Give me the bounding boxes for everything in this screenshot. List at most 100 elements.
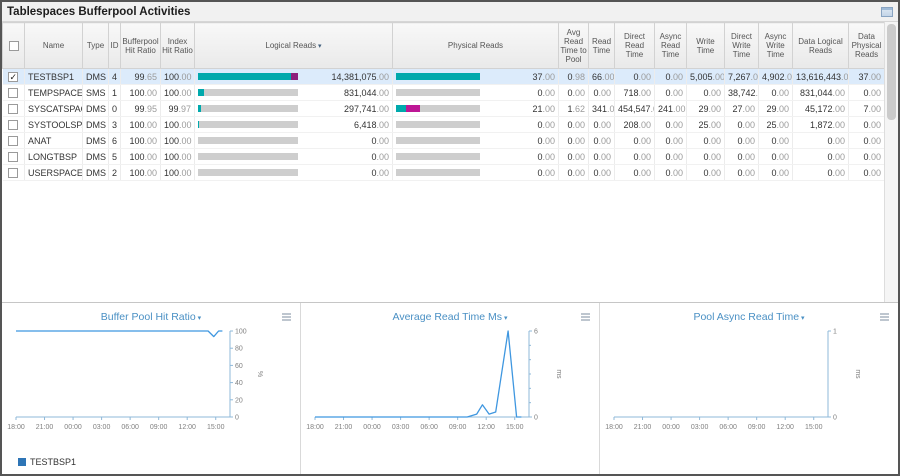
row-checkbox[interactable] [8, 87, 19, 98]
cell-data_logical: 13,616,443.00 [792, 68, 849, 85]
chart-title[interactable]: Pool Async Read Time ▾ [693, 311, 805, 323]
reads-bar-segment [198, 73, 291, 80]
chart-title[interactable]: Average Read Time Ms ▾ [392, 311, 508, 323]
row-checkbox[interactable] [8, 135, 19, 146]
cell-idx_hit: 100.00 [160, 116, 195, 133]
column-header-write_time[interactable]: Write Time [686, 22, 725, 69]
select-all-checkbox[interactable] [8, 40, 19, 51]
table-row[interactable]: TEMPSPACE1 SMS 1 100.00 100.00 831,044.00 0.00… [2, 84, 885, 101]
chart-canvas: 18:00 21:00 00:00 03:00 06:00 09:00 12:00 15:00… [7, 329, 263, 432]
chart-title[interactable]: Buffer Pool Hit Ratio ▾ [100, 311, 202, 323]
cell-avg_read_pool: 0.00 [558, 132, 589, 149]
svg-text:18:00: 18:00 [605, 424, 623, 431]
chart-menu-icon[interactable] [580, 309, 592, 321]
cell-direct_read: 0.00 [614, 148, 655, 165]
cell-physical: 0.00 [392, 164, 559, 181]
cell-id: 1 [108, 84, 121, 101]
column-header-avg_read_pool[interactable]: Avg Read Time to Pool [558, 22, 589, 69]
reads-bar-segment [291, 73, 298, 80]
table-row[interactable]: USERSPACE1 DMS 2 100.00 100.00 0.00 0.00 0.00 0.… [2, 164, 885, 181]
chart-menu-icon[interactable] [879, 309, 891, 321]
row-checkbox[interactable] [8, 151, 19, 162]
cell-data_physical: 7.00 [848, 100, 885, 117]
cell-data_logical: 0.00 [792, 132, 849, 149]
vertical-scrollbar[interactable] [884, 22, 898, 302]
svg-text:6: 6 [534, 329, 538, 336]
table-row[interactable]: ANAT DMS 6 100.00 100.00 0.00 0.00 0.00 0.00 0.00… [2, 132, 885, 149]
cell-bp_hit: 100.00 [120, 116, 161, 133]
reads-bar [198, 153, 298, 160]
column-header-id[interactable]: ID [108, 22, 121, 69]
svg-text:21:00: 21:00 [36, 424, 54, 431]
cell-write_time: 0.00 [686, 148, 725, 165]
cell-physical: 0.00 [392, 148, 559, 165]
chart-menu-icon[interactable] [281, 309, 293, 321]
cell-check [2, 148, 25, 165]
svg-text:03:00: 03:00 [691, 424, 709, 431]
chart-panel-1: Buffer Pool Hit Ratio ▾ 18:00 21:00 00:00 03… [2, 303, 300, 474]
column-header-type[interactable]: Type [82, 22, 109, 69]
column-header-direct_write[interactable]: Direct Write Time [724, 22, 759, 69]
cell-physical: 37.00 [392, 68, 559, 85]
svg-text:15:00: 15:00 [207, 424, 225, 431]
svg-text:18:00: 18:00 [7, 424, 25, 431]
cell-read_time: 66.00 [588, 68, 615, 85]
column-header-bp_hit[interactable]: Bufferpool Hit Ratio [120, 22, 161, 69]
cell-data_logical: 831,044.00 [792, 84, 849, 101]
row-checkbox[interactable] [8, 119, 19, 130]
cell-avg_read_pool: 0.00 [558, 148, 589, 165]
svg-text:ms: ms [555, 369, 562, 379]
column-header-async_read[interactable]: Async Read Time [654, 22, 687, 69]
reads-bar [198, 137, 298, 144]
cell-async_read: 241.00 [654, 100, 687, 117]
svg-text:21:00: 21:00 [634, 424, 652, 431]
column-header-async_write[interactable]: Async Write Time [758, 22, 793, 69]
reads-bar [396, 105, 480, 112]
table-row[interactable]: LONGTBSP DMS 5 100.00 100.00 0.00 0.00 0.00 0.00… [2, 148, 885, 165]
table-row[interactable]: SYSCATSPACEDMS099.9599.97297,741.0021.00… [2, 100, 885, 117]
cell-async_read: 0.00 [654, 132, 687, 149]
row-checkbox[interactable] [8, 71, 19, 82]
svg-text:00:00: 00:00 [662, 424, 680, 431]
column-header-name[interactable]: Name [24, 22, 83, 69]
cell-write_time: 25.00 [686, 116, 725, 133]
column-header-data_logical[interactable]: Data Logical Reads [792, 22, 849, 69]
table-row[interactable]: TESTBSP1DMS499.65100.0014,381,075.0037.0… [2, 68, 885, 85]
cell-read_time: 0.00 [588, 116, 615, 133]
column-header-read_time[interactable]: Read Time [588, 22, 615, 69]
row-checkbox[interactable] [8, 167, 19, 178]
cell-write_time: 5,005.00 [686, 68, 725, 85]
cell-id: 0 [108, 100, 121, 117]
collapse-widget-icon[interactable] [881, 6, 893, 17]
cell-avg_read_pool: 0.00 [558, 164, 589, 181]
column-header-direct_read[interactable]: Direct Read Time [614, 22, 655, 69]
cell-data_logical: 45,172.00 [792, 100, 849, 117]
reads-bar [198, 73, 298, 80]
cell-check [2, 100, 25, 117]
scrollbar-thumb[interactable] [887, 24, 896, 120]
svg-text:ms: ms [854, 369, 861, 379]
cell-check [2, 68, 25, 85]
column-header-idx_hit[interactable]: Index Hit Ratio [160, 22, 195, 69]
cell-name: USERSPACE1 [24, 164, 83, 181]
svg-text:1: 1 [833, 329, 837, 336]
svg-text:06:00: 06:00 [420, 424, 438, 431]
cell-read_time: 0.00 [588, 148, 615, 165]
cell-idx_hit: 100.00 [160, 84, 195, 101]
column-header-logical[interactable]: Logical Reads ▾ [194, 22, 393, 69]
row-checkbox[interactable] [8, 103, 19, 114]
cell-data_physical: 0.00 [848, 84, 885, 101]
svg-text:0: 0 [534, 415, 538, 422]
svg-text:100: 100 [235, 329, 247, 336]
table-row[interactable]: SYSTOOLSPACEDMS3100.00100.006,418.000.00… [2, 116, 885, 133]
column-header-physical[interactable]: Physical Reads [392, 22, 559, 69]
cell-direct_write: 0.00 [724, 132, 759, 149]
cell-async_write: 0.00 [758, 132, 793, 149]
cell-direct_write: 27.00 [724, 100, 759, 117]
cell-read_time: 0.00 [588, 84, 615, 101]
cell-async_write: 0.00 [758, 164, 793, 181]
column-header-check[interactable] [2, 22, 25, 69]
cell-async_read: 0.00 [654, 116, 687, 133]
column-header-data_physical[interactable]: Data Physical Reads [848, 22, 885, 69]
svg-text:18:00: 18:00 [306, 424, 324, 431]
